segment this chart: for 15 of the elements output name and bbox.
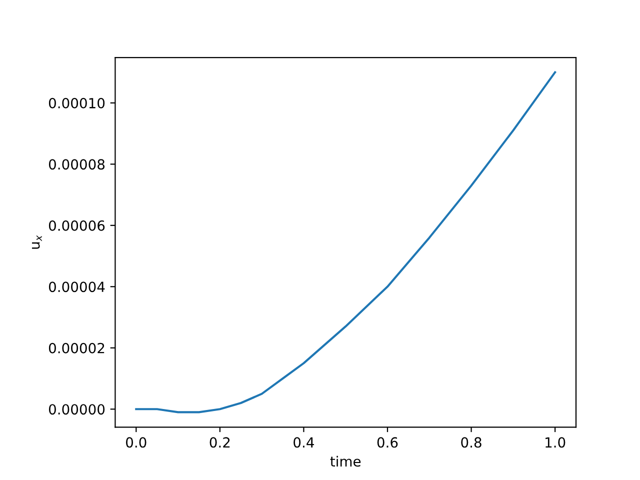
x-tick-label: 1.0 (546, 437, 566, 448)
x-tick-label: 0.6 (377, 437, 398, 448)
x-tick-label: 0.8 (461, 437, 482, 448)
x-tick-label: 0.2 (210, 437, 230, 448)
x-tick-label: 0.4 (294, 437, 314, 448)
y-tick-label: 0.00002 (48, 342, 104, 354)
y-axis-title: u$_{x}$ (32, 235, 42, 249)
y-tick-label: 0.00006 (48, 220, 105, 231)
y-tick-label: 0.00010 (48, 98, 105, 108)
x-tick-label: 0.0 (126, 437, 146, 448)
line-series (135, 71, 556, 414)
y-tick-label: 0.00000 (48, 404, 105, 415)
y-tick-label: 0.00004 (48, 282, 105, 292)
y-tick-label: 0.00008 (48, 159, 105, 170)
x-axis-title: time (330, 456, 361, 467)
